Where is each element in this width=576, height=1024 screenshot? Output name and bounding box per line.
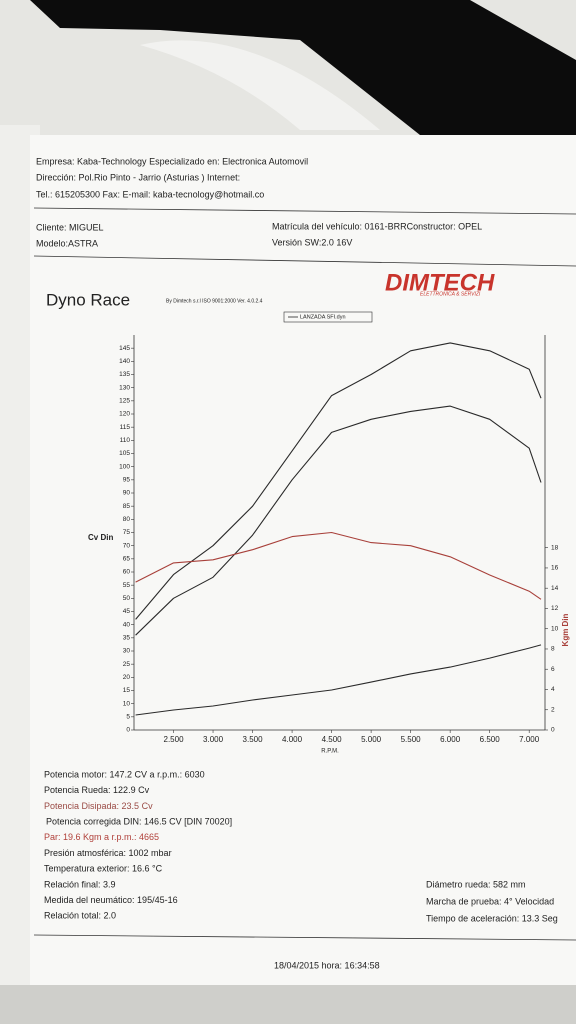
y-tick-label: 115: [120, 424, 131, 431]
date: 18/04/2015 hora: 16:34:58: [274, 960, 380, 970]
x-tick-label: 6.000: [440, 735, 461, 744]
header-line: Dirección: Pol.Rio Pinto - Jarrio (Astur…: [36, 172, 240, 182]
y2-tick-label: 8: [551, 646, 555, 653]
results: Diámetro rueda: 582 mm Marcha de prueba: …: [426, 879, 558, 923]
result-line: Presión atmosférica: 1002 mbar: [44, 848, 172, 858]
y-tick-label: 75: [123, 529, 131, 536]
y-tick-label: 80: [123, 516, 131, 523]
rule: [33, 934, 576, 941]
paper: [30, 135, 576, 985]
y-tick-label: 125: [119, 398, 130, 405]
y-tick-label: 60: [123, 569, 131, 576]
x-tick-label: 3.000: [203, 735, 224, 744]
x-tick-label: 5.000: [361, 735, 382, 744]
result-line: Par: 19.6 Kgm a r.p.m.: 4665: [44, 832, 159, 842]
result-line: Potencia corregida DIN: 146.5 CV [DIN 70…: [46, 816, 232, 826]
y-tick-label: 40: [123, 621, 131, 628]
y-tick-label: 70: [123, 542, 131, 549]
plate: Matrícula del vehículo: 0161-BRRConstruc…: [272, 221, 482, 231]
y-tick-label: 25: [123, 661, 131, 668]
chart-title: Dyno Race: [46, 290, 130, 309]
chart-subtitle: By Dimtech s.r.l ISO 9001:2000 Ver. 4.0.…: [166, 298, 263, 304]
plot: 0510152025303540455055606570758085909510…: [119, 335, 559, 744]
header-line: Tel.: 615205300 Fax: E-mail: kaba-tecnol…: [36, 189, 264, 199]
y2-tick-label: 4: [551, 686, 555, 693]
rule: [33, 255, 576, 267]
y-tick-label: 55: [123, 582, 131, 589]
legend-box: [283, 311, 373, 323]
y-tick-label: 145: [119, 345, 130, 352]
rule: [33, 207, 576, 215]
x-tick-label: 4.000: [282, 735, 303, 744]
result-line: Diámetro rueda: 582 mm: [426, 879, 526, 889]
y2-tick-label: 16: [551, 565, 559, 572]
y-tick-label: 65: [123, 556, 131, 563]
logo-sub: ELETTRONICA & SERVIZI: [420, 291, 481, 297]
y-tick-label: 90: [123, 490, 131, 497]
y-tick-label: 100: [119, 463, 130, 470]
y-tick-label: 15: [123, 687, 131, 694]
model: Modelo:ASTRA: [36, 238, 98, 248]
y-tick-label: 135: [119, 371, 130, 378]
series-line: [135, 644, 542, 716]
dark-shape: [30, 0, 576, 140]
result-line: Potencia Rueda: 122.9 Cv: [44, 785, 150, 795]
series-line: [135, 342, 542, 620]
x-axis-label: R.P.M.: [321, 749, 339, 755]
result-line: Medida del neumático: 195/45-16: [44, 895, 178, 905]
y2-tick-label: 10: [551, 625, 559, 632]
result-line: Relación total: 2.0: [44, 911, 116, 921]
result-line: Marcha de prueba: 4° Velocidad: [426, 896, 554, 906]
y2-axis-label: Kgm Din: [561, 613, 570, 646]
y-tick-label: 120: [119, 411, 130, 418]
result-line: Potencia Disipada: 23.5 Cv: [44, 801, 153, 811]
y-tick-label: 30: [123, 648, 131, 655]
floor: [0, 985, 576, 1024]
y-tick-label: 0: [126, 727, 130, 734]
y-tick-label: 95: [123, 477, 131, 484]
y2-tick-label: 12: [551, 605, 559, 612]
y-tick-label: 105: [119, 450, 130, 457]
x-tick-label: 4.500: [322, 735, 343, 744]
x-tick-label: 5.500: [401, 735, 422, 744]
y-tick-label: 45: [123, 608, 131, 615]
y-tick-label: 35: [123, 635, 131, 642]
y-tick-label: 50: [123, 595, 131, 602]
y-tick-label: 10: [123, 700, 131, 707]
y2-tick-label: 2: [551, 706, 555, 713]
x-tick-label: 6.500: [480, 735, 501, 744]
light-shape: [140, 40, 380, 130]
result-line: Potencia motor: 147.2 CV a r.p.m.: 6030: [44, 769, 205, 779]
x-tick-label: 2.500: [164, 735, 185, 744]
series-line: [135, 405, 542, 636]
y-tick-label: 85: [123, 503, 131, 510]
y-axis-label: Cv Din: [88, 533, 113, 542]
logo: DIMTECH: [385, 269, 495, 296]
y2-tick-label: 0: [551, 727, 555, 734]
y2-tick-label: 14: [551, 585, 559, 592]
y2-tick-label: 6: [551, 666, 555, 673]
result-line: Tiempo de aceleración: 13.3 Seg: [426, 913, 558, 923]
result-line: Relación final: 3.9: [44, 879, 116, 889]
results: Potencia motor: 147.2 CV a r.p.m.: 6030 P…: [44, 769, 232, 920]
client: Cliente: MIGUEL: [36, 222, 104, 232]
x-tick-label: 3.500: [243, 735, 264, 744]
y-tick-label: 20: [123, 674, 131, 681]
series-line: [135, 531, 542, 600]
version: Versión SW:2.0 16V: [272, 237, 352, 247]
result-line: Temperatura exterior: 16.6 °C: [44, 864, 163, 874]
y-tick-label: 140: [119, 358, 130, 365]
y-tick-label: 130: [119, 384, 130, 391]
y2-tick-label: 18: [551, 544, 559, 551]
header-line: Empresa: Kaba-Technology Especializado e…: [36, 156, 308, 166]
x-tick-label: 7.000: [519, 735, 540, 744]
y-tick-label: 5: [126, 714, 130, 721]
y-tick-label: 110: [120, 437, 131, 444]
legend-label: LANZADA SFI.dyn: [300, 314, 346, 320]
